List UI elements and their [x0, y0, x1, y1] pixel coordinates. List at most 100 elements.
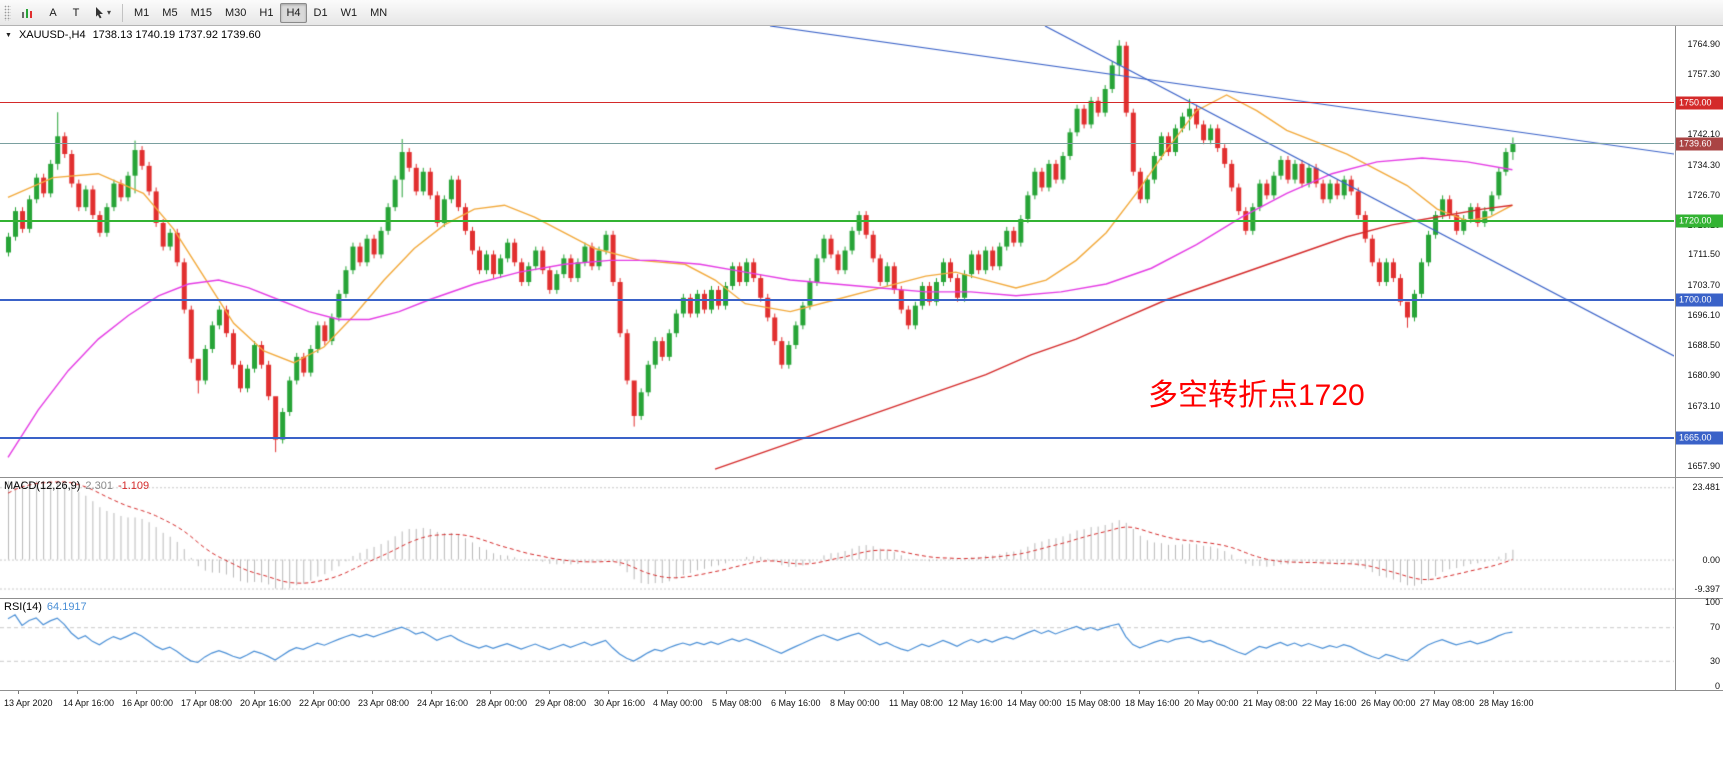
time-tick-mark [1080, 691, 1081, 694]
timeframe-d1-button[interactable]: D1 [313, 6, 328, 19]
price-tick: 1764.90 [1687, 39, 1720, 50]
symbol-label: XAUUSD-,H4 [18, 29, 86, 41]
macd-axis[interactable]: 23.481 0.00 -9.397 [1675, 478, 1723, 598]
time-tick-mark [431, 691, 432, 694]
rsi-value: 64.1917 [46, 601, 87, 613]
time-tick-mark [1021, 691, 1022, 694]
price-axis[interactable]: 1764.901757.301749.701742.101734.301726.… [1675, 26, 1723, 477]
bottom-filler [0, 714, 1723, 784]
time-label: 5 May 08:00 [712, 698, 762, 708]
time-tick-mark [962, 691, 963, 694]
timeframe-m1-button[interactable]: M1 [134, 6, 150, 19]
time-label: 26 May 00:00 [1361, 698, 1416, 708]
time-tick-mark [1316, 691, 1317, 694]
price-chart-panel: ▼ XAUUSD-,H4 1738.13 1740.19 1737.92 173… [0, 26, 1723, 477]
time-tick-mark [313, 691, 314, 694]
hline-1700[interactable] [0, 298, 1674, 301]
timeframe-m5-button[interactable]: M5 [162, 6, 178, 19]
last-price-line[interactable] [0, 143, 1674, 145]
macd-label: MACD(12,26,9) 2.301 -1.109 [4, 480, 149, 492]
time-label: 22 May 16:00 [1302, 698, 1357, 708]
macd-tick: 23.481 [1692, 482, 1720, 493]
time-tick-mark [726, 691, 727, 694]
time-tick-mark [372, 691, 373, 694]
time-tick-mark [667, 691, 668, 694]
time-tick-mark [77, 691, 78, 694]
tick-chart-icon[interactable] [15, 3, 41, 23]
rsi-axis[interactable]: 100 70 30 0 [1675, 597, 1723, 691]
price-tick: 1673.10 [1687, 400, 1720, 411]
timeframe-m15-button[interactable]: M15 [190, 6, 212, 19]
time-label: 4 May 00:00 [653, 698, 703, 708]
hline-1720[interactable] [0, 219, 1674, 222]
hline-1750[interactable] [0, 102, 1674, 104]
price-tick: 1757.30 [1687, 69, 1720, 80]
toolbar-separator [122, 3, 124, 22]
time-tick-mark [785, 691, 786, 694]
last-price-price-label: 1739.60 [1676, 137, 1723, 151]
time-axis[interactable]: 13 Apr 2020 14 Apr 16:00 16 Apr 00:00 17 Ap… [0, 691, 1723, 714]
rsi-panel: RSI(14) 64.1917 100 70 30 0 [0, 597, 1723, 691]
macd-tick: -9.397 [1694, 583, 1720, 594]
rsi-tick: 100 [1704, 597, 1720, 607]
time-label: 11 May 08:00 [889, 698, 943, 708]
macd-main-value: 2.301 [85, 480, 113, 492]
pivot-1720-price-label: 1720.00 [1676, 214, 1723, 228]
time-label: 6 May 16:00 [771, 698, 821, 708]
time-label: 23 Apr 08:00 [358, 698, 410, 708]
annotate-text-a-button[interactable]: A [49, 6, 57, 19]
time-tick-mark [136, 691, 137, 694]
resistance-1750-price-label: 1750.00 [1676, 96, 1723, 110]
timeframe-h4-button[interactable]: H4 [280, 2, 307, 23]
macd-signal-value: -1.109 [117, 480, 150, 492]
timeframe-w1-button[interactable]: W1 [340, 6, 358, 19]
symbol-dropdown-icon[interactable]: ▼ [5, 31, 12, 39]
time-tick-mark [1139, 691, 1140, 694]
macd-tick: 0.00 [1702, 554, 1720, 565]
price-tick: 1657.90 [1687, 460, 1720, 471]
price-chart-canvas[interactable] [0, 26, 1674, 477]
symbol-info: ▼ XAUUSD-,H4 1738.13 1740.19 1737.92 173… [5, 29, 261, 41]
time-tick-mark [18, 691, 19, 694]
time-label: 29 Apr 08:00 [535, 698, 587, 708]
time-label: 8 May 00:00 [830, 698, 880, 708]
price-tick: 1688.50 [1687, 340, 1720, 351]
price-tick: 1680.90 [1687, 369, 1720, 380]
time-tick-mark [1257, 691, 1258, 694]
time-label: 20 May 00:00 [1184, 698, 1239, 708]
time-tick-mark [1375, 691, 1376, 694]
cursor-tool-dropdown[interactable]: ▾ [88, 3, 117, 23]
support-1665-price-label: 1665.00 [1676, 431, 1723, 445]
rsi-canvas[interactable] [0, 599, 1674, 690]
panel-separator[interactable] [0, 598, 1723, 599]
time-label: 12 May 16:00 [948, 698, 1003, 708]
rsi-tick: 70 [1709, 622, 1720, 633]
cursor-icon [96, 7, 103, 19]
time-label: 28 May 16:00 [1479, 698, 1534, 708]
time-label: 14 May 00:00 [1007, 698, 1062, 708]
mini-chart-icon [22, 8, 32, 18]
price-tick: 1703.70 [1687, 280, 1720, 291]
time-label: 20 Apr 16:00 [240, 698, 292, 708]
rsi-name: RSI(14) [4, 601, 42, 613]
time-label: 16 Apr 00:00 [122, 698, 174, 708]
time-label: 18 May 16:00 [1125, 698, 1180, 708]
timeframe-h1-button[interactable]: H1 [259, 6, 274, 19]
time-label: 17 Apr 08:00 [181, 698, 233, 708]
rsi-label: RSI(14) 64.1917 [4, 601, 87, 613]
timeframe-m30-button[interactable]: M30 [224, 6, 247, 19]
rsi-tick: 30 [1709, 655, 1720, 666]
ohlc-values: 1738.13 1740.19 1737.92 1739.60 [92, 29, 261, 41]
time-tick-mark [1198, 691, 1199, 694]
toolbar: A T ▾ M1 M5 M15 M30 H1 H4 D1 W1 MN [0, 0, 1723, 26]
time-tick-mark [1493, 691, 1494, 694]
panel-separator[interactable] [0, 477, 1723, 478]
panel-separator[interactable] [0, 690, 1723, 691]
macd-canvas[interactable] [0, 478, 1674, 598]
annotate-text-t-button[interactable]: T [72, 6, 80, 19]
chart-text-annotation: 多空转折点1720 [1148, 379, 1365, 412]
timeframe-mn-button[interactable]: MN [370, 6, 388, 19]
hline-1665[interactable] [0, 436, 1674, 439]
toolbar-grip-handle[interactable] [4, 4, 11, 21]
time-tick-mark [1434, 691, 1435, 694]
